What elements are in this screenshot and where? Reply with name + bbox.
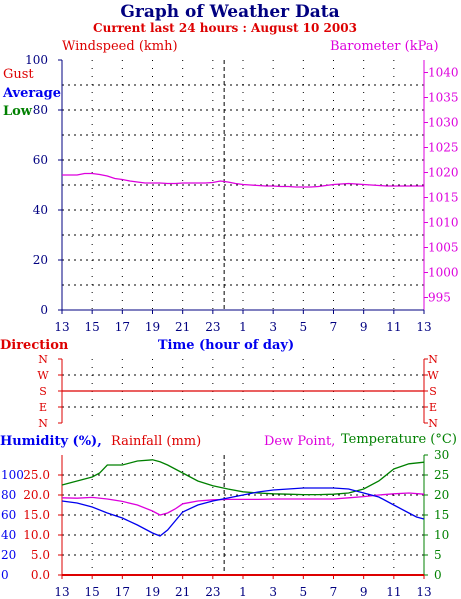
direction-tick-left: N (38, 417, 48, 430)
time-tick-label: 11 (386, 320, 401, 334)
time-tick-label-lower: 13 (54, 585, 69, 599)
barometer-tick-label: 1020 (428, 166, 459, 180)
legend-gust: Gust (3, 67, 34, 82)
graph-title: Graph of Weather Data (120, 2, 339, 22)
humidity-line (61, 487, 425, 537)
direction-tick-right: S (429, 385, 437, 398)
temperature-tick-label: 25 (434, 468, 449, 482)
direction-tick-right: E (429, 401, 437, 414)
rainfall-tick-label: 20.0 (23, 488, 50, 502)
time-tick-label-lower: 1 (239, 585, 247, 599)
temperature-tick-label: 30 (434, 448, 449, 462)
humidity-tick-label: 0 (1, 568, 9, 582)
time-tick-label-lower: 23 (205, 585, 220, 599)
legend-average: Average (2, 86, 61, 101)
temperature-tick-label: 0 (434, 568, 442, 582)
rainfall-tick-label: 10.0 (23, 528, 50, 542)
direction-tick-left: S (39, 385, 47, 398)
windspeed-tick-label: 100 (25, 53, 48, 67)
time-tick-label-lower: 7 (330, 585, 338, 599)
rainfall-tick-label: 25.0 (23, 468, 50, 482)
barometer-tick-label: 1030 (428, 116, 459, 130)
rainfall-tick-label: 15.0 (23, 508, 50, 522)
time-tick-label-lower: 5 (300, 585, 308, 599)
direction-tick-left: W (37, 369, 49, 382)
time-tick-label: 5 (300, 320, 308, 334)
rainfall-tick-label: 5.0 (31, 548, 50, 562)
humidity-tick-label: 40 (1, 528, 16, 542)
x-axis-title: Time (hour of day) (158, 338, 294, 353)
time-tick-label-lower: 21 (175, 585, 190, 599)
barometer-tick-label: 1025 (428, 141, 459, 155)
direction-tick-left: E (39, 401, 47, 414)
time-tick-label-lower: 13 (416, 585, 431, 599)
time-tick-label-lower: 19 (145, 585, 160, 599)
barometer-tick-label: 1015 (428, 191, 459, 205)
direction-label: Direction (0, 338, 69, 353)
temperature-tick-label: 10 (434, 528, 449, 542)
rainfall-label: Rainfall (mm) (111, 434, 201, 449)
time-tick-label-lower: 11 (386, 585, 401, 599)
windspeed-tick-label: 80 (33, 103, 48, 117)
temperature-line (61, 459, 425, 496)
time-tick-label-lower: 9 (360, 585, 368, 599)
barometer-tick-label: 1035 (428, 91, 459, 105)
temperature-tick-label: 20 (434, 488, 449, 502)
time-tick-label: 23 (205, 320, 220, 334)
barometer-tick-label: 1000 (428, 266, 459, 280)
time-tick-label: 19 (145, 320, 160, 334)
legend-low: Low (3, 104, 33, 119)
humidity-tick-label: 20 (1, 548, 16, 562)
dew-point-line (61, 492, 425, 516)
humidity-tick-label: 100 (1, 468, 24, 482)
time-tick-label: 17 (115, 320, 130, 334)
time-tick-label-lower: 15 (85, 585, 100, 599)
time-tick-label: 15 (85, 320, 100, 334)
windspeed-tick-label: 40 (33, 203, 48, 217)
time-tick-label: 13 (416, 320, 431, 334)
dewpoint-label: Dew Point, (264, 434, 335, 449)
temperature-tick-label: 5 (434, 548, 442, 562)
time-tick-label: 9 (360, 320, 368, 334)
windspeed-axis-label: Windspeed (kmh) (62, 39, 178, 54)
time-tick-label-lower: 17 (115, 585, 130, 599)
direction-tick-right: W (427, 369, 439, 382)
graph-subtitle: Current last 24 hours : August 10 2003 (93, 21, 357, 35)
windspeed-tick-label: 0 (40, 303, 48, 317)
time-tick-label: 13 (54, 320, 69, 334)
humidity-tick-label: 60 (1, 508, 16, 522)
temperature-label: Temperature (°C) (341, 432, 457, 447)
barometer-tick-label: 1010 (428, 216, 459, 230)
rainfall-tick-label: 0.0 (31, 568, 50, 582)
time-tick-label: 7 (330, 320, 338, 334)
barometer-tick-label: 1040 (428, 66, 459, 80)
barometer-line (62, 172, 424, 188)
time-tick-label: 3 (269, 320, 277, 334)
barometer-tick-label: 995 (428, 291, 451, 305)
direction-tick-right: N (428, 417, 438, 430)
humidity-label: Humidity (%), (0, 434, 102, 449)
barometer-tick-label: 1005 (428, 241, 459, 255)
direction-tick-left: N (38, 353, 48, 366)
time-tick-label: 1 (239, 320, 247, 334)
time-tick-label: 21 (175, 320, 190, 334)
direction-tick-right: N (428, 353, 438, 366)
time-tick-label-lower: 3 (269, 585, 277, 599)
humidity-tick-label: 80 (1, 488, 16, 502)
windspeed-tick-label: 60 (33, 153, 48, 167)
barometer-axis-label: Barometer (kPa) (330, 39, 439, 54)
windspeed-tick-label: 20 (33, 253, 48, 267)
temperature-tick-label: 15 (434, 508, 449, 522)
